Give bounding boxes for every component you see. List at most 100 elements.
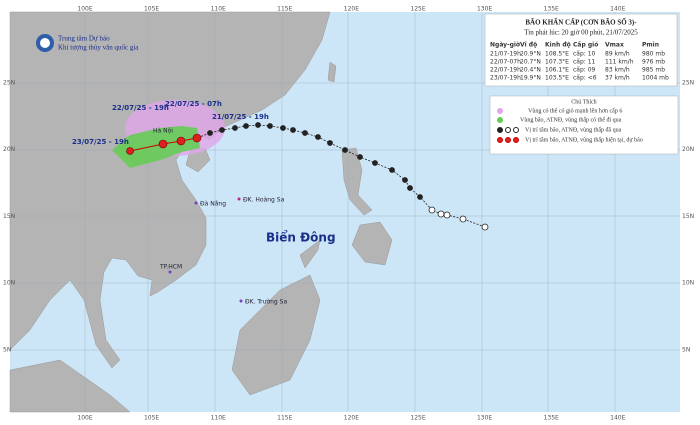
lat-label: 10N <box>3 280 15 287</box>
lon-label: 130E <box>477 415 492 422</box>
lon-label: 100E <box>77 6 92 13</box>
past-position <box>357 154 363 160</box>
land <box>9 11 393 413</box>
time-label: 22/07/25 - 19h <box>112 104 169 112</box>
past-position <box>389 167 395 173</box>
logo: Trung tâm Dự báo Khí tượng thủy văn quốc… <box>36 34 139 52</box>
lon-label: 130E <box>477 6 492 13</box>
table-cell: cấp: 09 <box>573 67 596 74</box>
past-position <box>290 127 296 133</box>
legend-swatch <box>497 117 503 123</box>
past-position <box>342 147 348 153</box>
past-position <box>232 125 238 131</box>
mindanao <box>351 221 393 266</box>
table-cell: 22/07-19h <box>490 67 521 74</box>
past-position <box>417 194 423 200</box>
info-box: BÃO KHẨN CẤP (CƠN BÃO SỐ 3)- Tin phát lú… <box>484 13 678 87</box>
table-cell: 20.4°N <box>520 67 541 74</box>
sumatra <box>9 359 131 413</box>
past-position <box>372 160 378 166</box>
table-cell: 20.9°N <box>520 51 541 58</box>
lat-label: 25N <box>682 80 694 87</box>
past-position <box>255 122 261 128</box>
lon-label: 105E <box>144 415 159 422</box>
legend-item: Vị trí tâm bão, ATNĐ, vùng thấp hiện tại… <box>525 136 643 143</box>
past-position <box>327 140 333 146</box>
past-position <box>302 130 308 136</box>
table-cell: 107.3°E <box>545 59 569 66</box>
island-label: ĐK. Hoàng Sa <box>243 197 285 204</box>
legend-swatch <box>497 108 503 114</box>
forecast-cone <box>112 126 200 168</box>
forecast-positions <box>126 133 202 155</box>
past-position <box>481 223 489 231</box>
lat-label: 15N <box>3 213 15 220</box>
table-cell: cấp: 11 <box>573 59 596 66</box>
past-position <box>402 177 408 183</box>
legend-swatch <box>497 127 519 133</box>
city-dot <box>168 270 172 274</box>
table-cell: 1004 mb <box>642 75 669 82</box>
lat-label: 20N <box>682 146 694 153</box>
lon-label: 110E <box>211 415 226 422</box>
time-label: 21/07/25 - 19h <box>212 113 269 121</box>
past-position <box>437 210 445 218</box>
past-position <box>428 206 436 214</box>
island-dot <box>239 299 243 303</box>
lon-label: 115E <box>277 415 292 422</box>
lon-label: 105E <box>144 6 159 13</box>
palawan <box>299 239 321 269</box>
lat-label: 5N <box>682 346 690 353</box>
lon-label: 140E <box>610 6 625 13</box>
table-cell: 37 km/h <box>605 75 630 82</box>
island-dot <box>237 197 241 201</box>
table-header: Pmin <box>642 42 659 49</box>
table-cell: cấp: <6 <box>573 75 597 82</box>
past-position <box>243 123 249 129</box>
table-cell: 20.7°N <box>520 59 541 66</box>
legend: Chú Thích Vùng có thể có gió mạnh lên hơ… <box>489 95 679 155</box>
forecast-track <box>129 137 198 152</box>
table-header: Vĩ độ <box>520 42 537 49</box>
table-cell: 21/07-19h <box>490 51 521 58</box>
table-cell: 985 mb <box>642 67 665 74</box>
lon-label: 100E <box>77 415 92 422</box>
table-cell: 108.5°E <box>545 51 569 58</box>
table-cell: 980 mb <box>642 51 665 58</box>
legend-swatch <box>497 137 519 143</box>
table-cell: 106.1°E <box>545 67 569 74</box>
table-header: Vmax <box>605 42 624 49</box>
sea-label: Biển Đông <box>266 230 336 245</box>
lon-label: 120E <box>344 415 359 422</box>
lat-label: 5N <box>3 346 11 353</box>
past-position <box>219 127 225 133</box>
lon-label: 110E <box>211 6 226 13</box>
table-cell: 22/07-07h <box>490 59 521 66</box>
table-cell: 23/07-19h <box>490 75 521 82</box>
table-header: Ngày-giờ <box>490 42 521 49</box>
past-position <box>443 211 451 219</box>
axis-labels: 100E 100E 105E 105E 110E 110E 115E 115E 120E 120E… <box>3 6 694 422</box>
past-position <box>280 125 286 131</box>
legend-item: Vùng có thể có gió mạnh lên hơn cấp 6 <box>528 107 622 114</box>
lat-label: 20N <box>3 146 15 153</box>
lat-label: 25N <box>3 80 15 87</box>
past-position <box>407 185 413 191</box>
city-label: Hà Nội <box>153 128 173 135</box>
legend-item: Vùng bão, ATNĐ, vùng thấp có thể đi qua <box>520 116 622 123</box>
lat-label: 10N <box>682 280 694 287</box>
taiwan <box>327 61 337 83</box>
city-label: TP.HCM <box>159 264 182 271</box>
lon-label: 120E <box>344 6 359 13</box>
table-cell: 111 km/h <box>605 59 634 66</box>
lon-label: 135E <box>544 6 559 13</box>
past-position <box>267 123 273 129</box>
time-label: 23/07/25 - 19h <box>72 138 129 146</box>
lon-label: 125E <box>410 415 425 422</box>
past-position <box>207 130 213 136</box>
lon-label: 115E <box>277 6 292 13</box>
table-cell: 89 km/h <box>605 51 630 58</box>
city-label: Đà Nẵng <box>200 201 226 208</box>
past-positions <box>207 122 489 231</box>
